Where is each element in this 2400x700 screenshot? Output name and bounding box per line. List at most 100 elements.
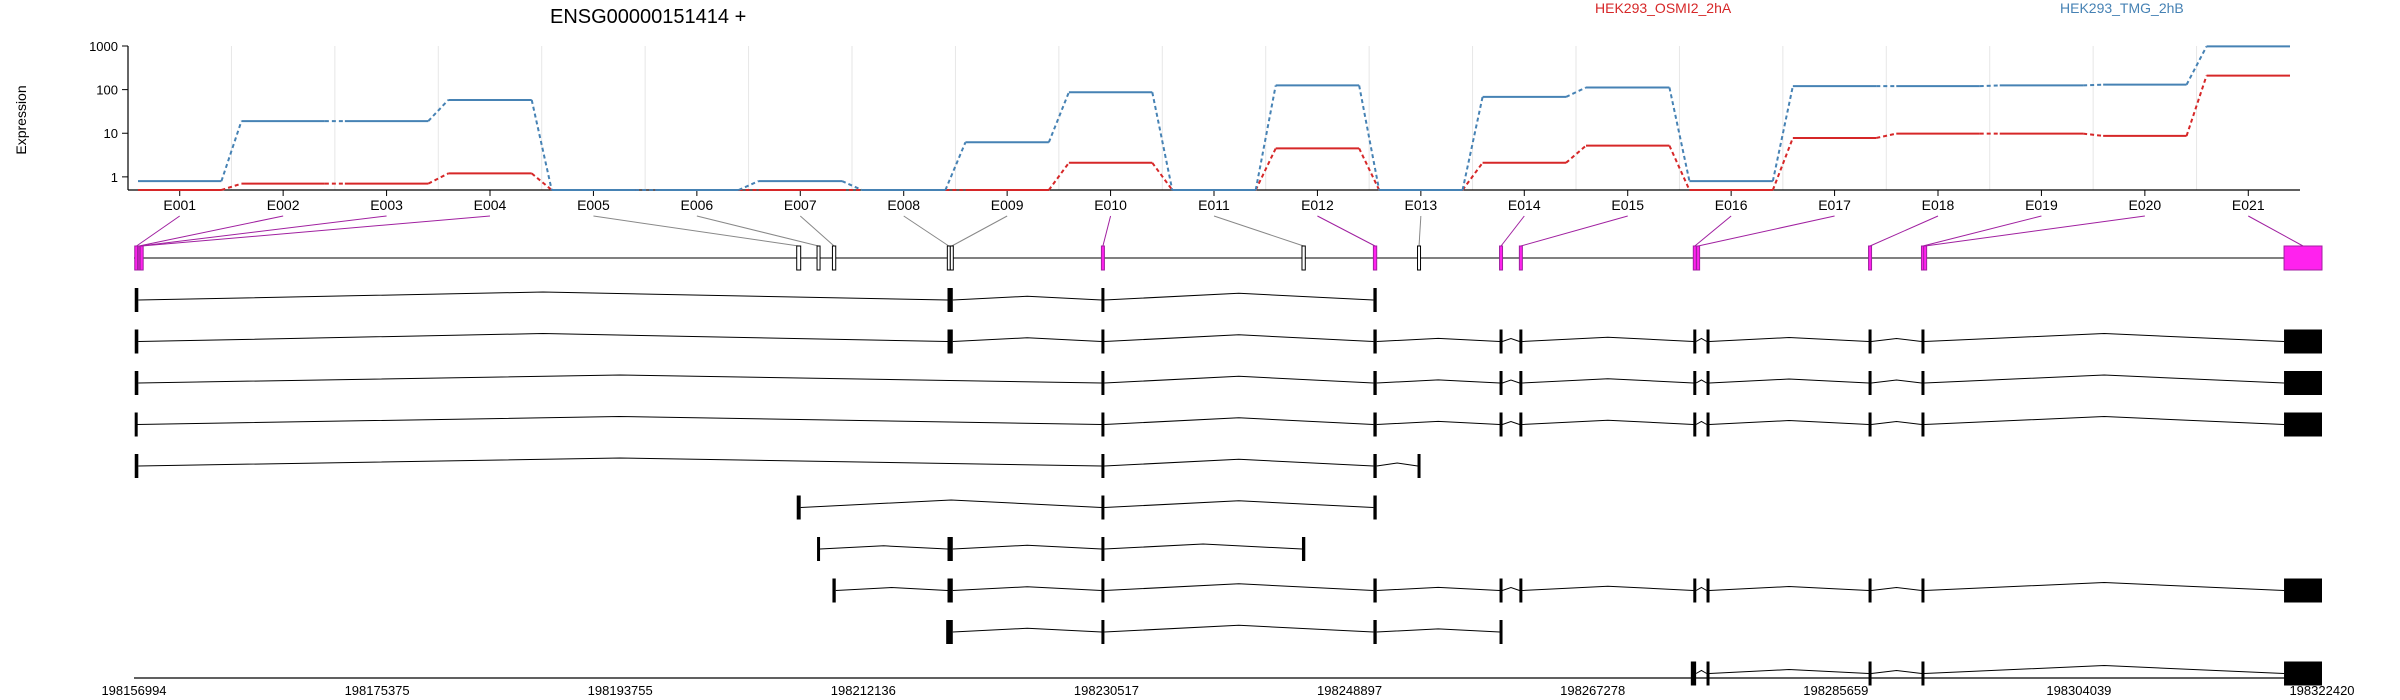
series-1-connector — [1979, 84, 2000, 88]
x-tick-label-e008: E008 — [887, 197, 920, 213]
series-0-connector — [531, 172, 553, 191]
x-tick-label-e018: E018 — [1922, 197, 1955, 213]
x-tick-label-e017: E017 — [1818, 197, 1851, 213]
exon-connector-e003 — [140, 215, 387, 247]
x-tick-label-e020: E020 — [2129, 197, 2162, 213]
intron-line — [1376, 420, 1500, 425]
transcript-exon-block — [946, 620, 953, 644]
x-tick-label-e004: E004 — [474, 197, 507, 213]
exon-connector-e009 — [951, 215, 1008, 247]
transcript-exon-block — [1868, 661, 1872, 686]
intron-line — [1522, 419, 1694, 425]
transcript-exon-block — [1519, 578, 1523, 603]
x-tick-label-e012: E012 — [1301, 197, 1334, 213]
series-1-connector — [1461, 96, 1484, 191]
transcript-exon-block — [134, 371, 139, 395]
coordinate-label: 198212136 — [831, 683, 896, 698]
transcript-exon-block — [2284, 412, 2322, 437]
exon-connector-e008 — [903, 215, 950, 247]
gene-model-exon-e005 — [796, 245, 802, 271]
x-tick-label-e016: E016 — [1715, 197, 1748, 213]
transcript-exon-block — [1101, 288, 1105, 312]
gene-model-exon-e021 — [2283, 245, 2323, 271]
x-tick-label-e001: E001 — [163, 197, 196, 213]
intron-line — [1522, 336, 1694, 342]
gene-model-exon-e006 — [816, 245, 821, 271]
intron-line — [1695, 379, 1707, 384]
transcript-exon-block — [817, 537, 821, 561]
intron-line — [1522, 585, 1694, 591]
gene-model-exon-e007 — [831, 245, 837, 271]
exon-connector-e019 — [1922, 215, 2042, 247]
coordinate-label: 198285659 — [1803, 683, 1868, 698]
intron-line — [1502, 379, 1520, 384]
intron-line — [1502, 586, 1520, 591]
transcript-tracks — [134, 288, 2322, 686]
y-tick-label: 1 — [111, 170, 118, 185]
intron-line — [952, 295, 1102, 301]
exon-connector-e011 — [1213, 215, 1304, 247]
transcript-exon-block — [1101, 495, 1105, 520]
series-0-connector — [1668, 145, 1691, 191]
intron-line — [952, 627, 1102, 633]
series-1-connector — [220, 120, 243, 182]
exon-connector-e002 — [138, 215, 284, 247]
transcript-row-6 — [796, 495, 1377, 520]
exon-connector-e014 — [1500, 215, 1525, 247]
transcript-exon-block — [832, 578, 836, 603]
gene-model-exon-e014 — [1499, 245, 1504, 271]
series-0-connector — [1771, 137, 1794, 191]
intron-line — [1104, 543, 1303, 550]
transcript-exon-block — [947, 578, 953, 603]
intron-line — [1695, 586, 1707, 591]
coordinate-label: 198322420 — [2289, 683, 2354, 698]
intron-line — [1924, 581, 2285, 591]
intron-line — [1871, 586, 1922, 591]
y-tick-label: 1000 — [89, 39, 118, 54]
intron-line — [1871, 669, 1922, 674]
transcript-exon-block — [947, 329, 953, 354]
transcript-exon-block — [1868, 578, 1872, 603]
x-tick-label-e009: E009 — [991, 197, 1024, 213]
intron-line — [136, 415, 1102, 425]
transcript-exon-block — [2284, 578, 2322, 603]
transcript-row-9 — [946, 620, 1503, 644]
coordinate-label: 198193755 — [588, 683, 653, 698]
gene-model-exon-e015 — [1518, 245, 1523, 271]
transcript-exon-block — [1101, 454, 1105, 478]
y-tick-label: 10 — [104, 126, 118, 141]
transcript-exon-block — [1706, 329, 1710, 354]
series-1-connector — [427, 99, 450, 122]
intron-line — [1709, 337, 1869, 342]
transcript-exon-block — [1101, 620, 1105, 644]
intron-line — [1709, 586, 1869, 591]
transcript-exon-block — [1693, 412, 1697, 437]
intron-line — [835, 586, 948, 591]
transcript-exon-block — [1499, 371, 1503, 395]
intron-line — [1522, 378, 1694, 384]
x-tick-label-e015: E015 — [1611, 197, 1644, 213]
transcript-exon-block — [947, 288, 953, 312]
series-0-connector — [2083, 132, 2104, 137]
transcript-row-3 — [134, 371, 2322, 395]
intron-line — [1924, 415, 2285, 425]
transcript-exon-block — [2284, 329, 2322, 354]
intron-line — [1502, 337, 1520, 342]
series-1-connector — [1358, 85, 1381, 191]
series-1-connector — [1254, 85, 1277, 191]
transcript-row-2 — [134, 329, 2322, 354]
x-tick-label-e003: E003 — [370, 197, 403, 213]
series-1-connector — [1771, 85, 1794, 182]
series-1-connector — [2083, 83, 2104, 87]
coordinate-label: 198304039 — [2046, 683, 2111, 698]
gene-model-exon-e013 — [1417, 245, 1422, 271]
transcript-exon-block — [1373, 578, 1377, 603]
transcript-exon-block — [1101, 412, 1105, 437]
intron-line — [819, 545, 948, 550]
exon-connector-e006 — [696, 215, 819, 247]
intron-line — [1871, 337, 1922, 342]
transcript-exon-block — [1373, 371, 1377, 395]
legend-entry-tmg: HEK293_TMG_2hB — [2060, 0, 2184, 16]
exon-connector-e001 — [136, 215, 180, 247]
